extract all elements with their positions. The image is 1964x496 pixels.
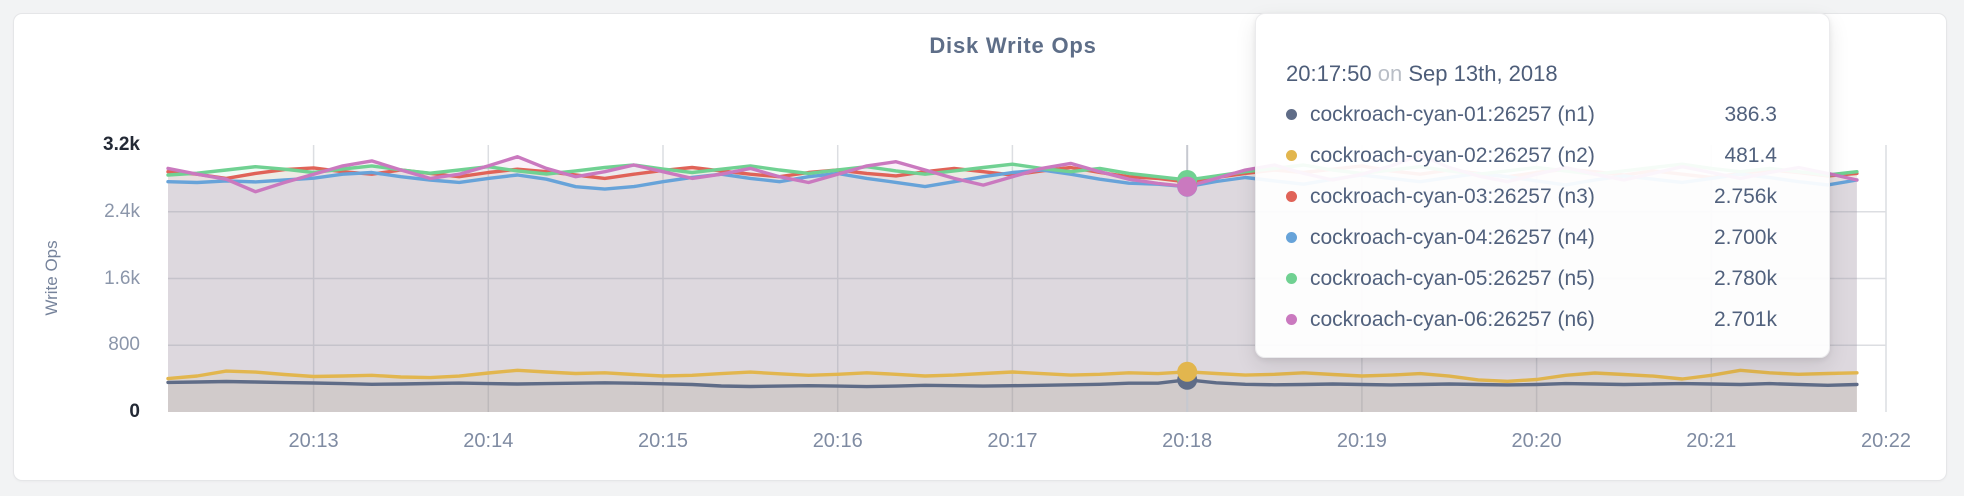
series-line — [166, 378, 1859, 389]
tooltip-series-name: cockroach-cyan-02:26257 (n2) — [1310, 143, 1595, 167]
tooltip-on-word: on — [1377, 61, 1403, 86]
y-tick-label: 3.2k — [103, 134, 140, 155]
series-color-dot — [1286, 314, 1297, 325]
tooltip-series-name: cockroach-cyan-03:26257 (n3) — [1310, 184, 1595, 208]
tooltip-row: cockroach-cyan-03:26257 (n3) 2.756k — [1286, 176, 1777, 217]
tooltip-series-value: 386.3 — [1724, 102, 1777, 126]
tooltip-row: cockroach-cyan-02:26257 (n2) 481.4 — [1286, 135, 1777, 176]
series-color-dot — [1286, 191, 1297, 202]
tooltip-rows: cockroach-cyan-01:26257 (n1) 386.3 cockroa… — [1286, 94, 1777, 340]
tooltip-series-name: cockroach-cyan-06:26257 (n6) — [1310, 307, 1595, 331]
hover-tooltip: 20:17:50 on Sep 13th, 2018 cockroach-cya… — [1255, 13, 1830, 358]
x-tick-label: 20:20 — [1511, 430, 1562, 452]
tooltip-row: cockroach-cyan-04:26257 (n4) 2.700k — [1286, 217, 1777, 258]
x-tick-label: 20:19 — [1336, 430, 1387, 452]
tooltip-series-value: 2.700k — [1713, 225, 1777, 249]
tooltip-series-name: cockroach-cyan-05:26257 (n5) — [1310, 266, 1595, 290]
tooltip-series-value: 2.780k — [1713, 266, 1777, 290]
tooltip-series-value: 481.4 — [1724, 143, 1777, 167]
series-color-dot — [1286, 232, 1297, 243]
tooltip-series-name: cockroach-cyan-01:26257 (n1) — [1310, 102, 1595, 126]
tooltip-row: cockroach-cyan-01:26257 (n1) 386.3 — [1286, 94, 1777, 135]
tooltip-time: 20:17:50 — [1286, 61, 1372, 86]
series-color-dot — [1286, 150, 1297, 161]
y-tick-label: 0 — [129, 401, 140, 422]
hover-dot — [1177, 176, 1198, 197]
chart-title: Disk Write Ops — [929, 33, 1097, 58]
tooltip-series-value: 2.701k — [1713, 307, 1777, 331]
x-tick-label: 20:17 — [987, 430, 1038, 452]
x-tick-label: 20:22 — [1860, 430, 1912, 452]
hover-dot — [1177, 361, 1198, 382]
x-tick-label: 20:15 — [637, 430, 689, 452]
y-tick-label: 1.6k — [104, 267, 140, 289]
tooltip-header: 20:17:50 on Sep 13th, 2018 — [1286, 58, 1777, 90]
series-color-dot — [1286, 109, 1297, 120]
x-tick-label: 20:18 — [1162, 430, 1213, 452]
tooltip-date: Sep 13th, 2018 — [1408, 61, 1558, 86]
tooltip-row: cockroach-cyan-05:26257 (n5) 2.780k — [1286, 258, 1777, 299]
y-tick-label: 800 — [108, 334, 140, 356]
x-tick-label: 20:21 — [1686, 430, 1737, 452]
x-tick-label: 20:13 — [288, 430, 339, 452]
tooltip-series-name: cockroach-cyan-04:26257 (n4) — [1310, 225, 1595, 249]
tooltip-row: cockroach-cyan-06:26257 (n6) 2.701k — [1286, 299, 1777, 340]
x-tick-label: 20:16 — [812, 430, 863, 452]
series-area — [168, 379, 1857, 412]
tooltip-series-value: 2.756k — [1713, 184, 1777, 208]
series-color-dot — [1286, 273, 1297, 284]
y-tick-label: 2.4k — [104, 200, 140, 222]
x-tick-label: 20:14 — [463, 430, 514, 452]
series-line — [166, 368, 1859, 383]
series-area — [168, 370, 1857, 412]
